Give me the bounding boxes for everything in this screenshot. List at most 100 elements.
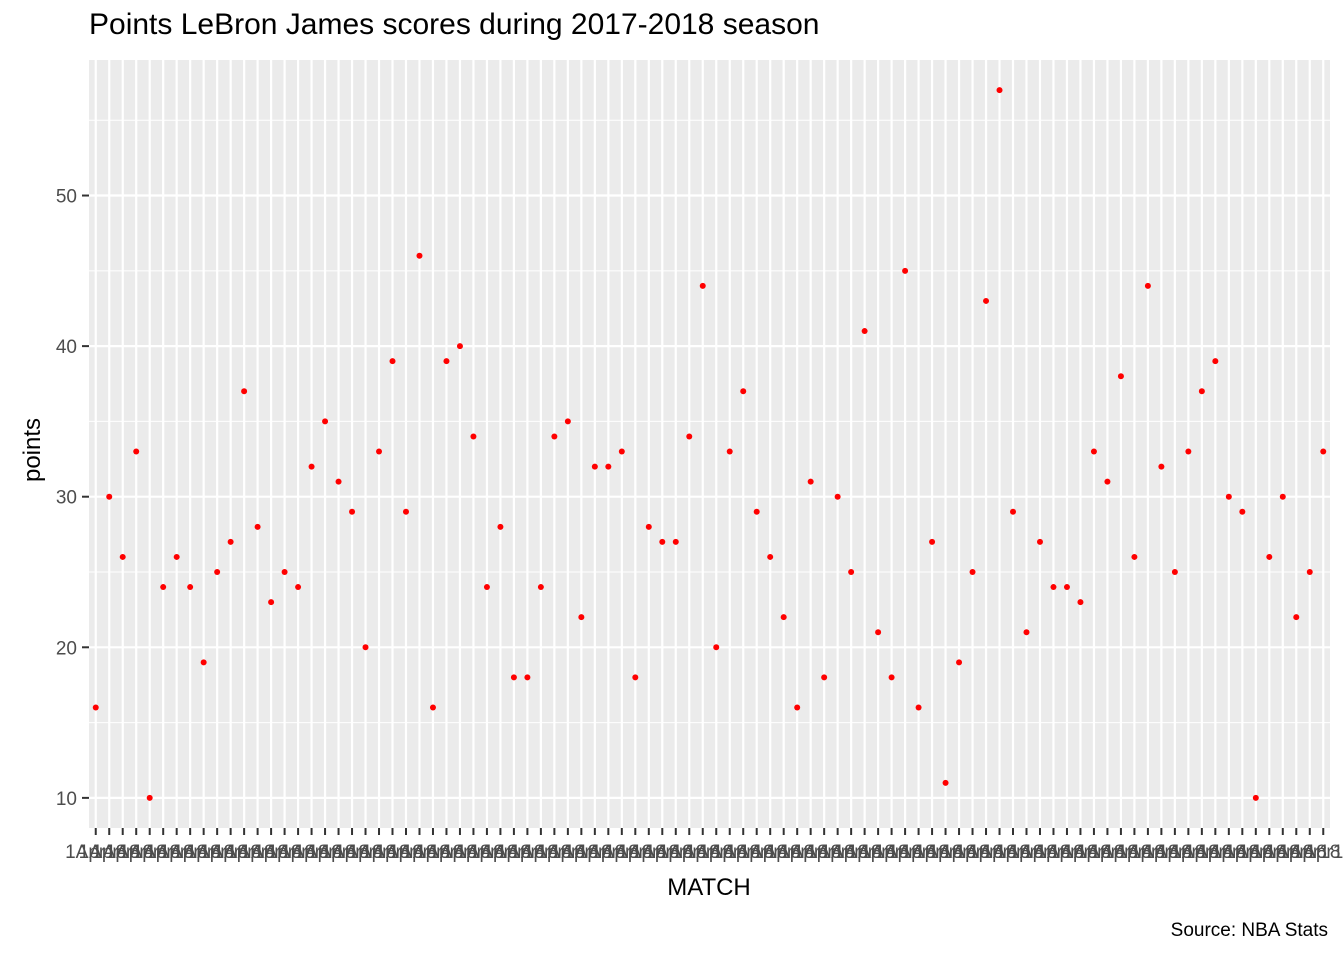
x-tick-label: 1Apr18 bbox=[119, 842, 180, 863]
data-point bbox=[686, 433, 693, 440]
chart-title: Points LeBron James scores during 2017-2… bbox=[89, 8, 820, 41]
plot-panel bbox=[89, 60, 1330, 828]
x-tick-label: 1Apr18 bbox=[160, 842, 221, 863]
data-point bbox=[241, 388, 248, 395]
x-tick-label: 1Apr18 bbox=[807, 842, 868, 863]
x-tick-label: 1Apr18 bbox=[92, 842, 153, 863]
x-tick-label: 1Apr18 bbox=[470, 842, 531, 863]
x-tick-label: 1Apr18 bbox=[1279, 842, 1340, 863]
x-tick-label: 1Apr18 bbox=[173, 842, 234, 863]
data-point bbox=[942, 779, 949, 786]
data-point bbox=[254, 523, 261, 530]
data-point bbox=[1050, 584, 1057, 591]
data-point bbox=[1266, 553, 1273, 560]
x-tick-label: 1Apr18 bbox=[1212, 842, 1273, 863]
data-point bbox=[456, 343, 463, 350]
data-point bbox=[295, 584, 302, 591]
y-tick-label: 30 bbox=[56, 488, 77, 509]
data-point bbox=[929, 538, 936, 545]
x-tick-label: 1Apr18 bbox=[79, 842, 140, 863]
x-tick-label: 1Apr18 bbox=[1239, 842, 1300, 863]
data-point bbox=[119, 553, 126, 560]
x-tick-label: 1Apr18 bbox=[820, 842, 881, 863]
x-tick-label: 1Apr18 bbox=[996, 842, 1057, 863]
x-tick-label: 1Apr18 bbox=[645, 842, 706, 863]
x-tick-label: 1Apr18 bbox=[200, 842, 261, 863]
x-tick-label: 1Apr18 bbox=[1036, 842, 1097, 863]
x-tick-label: 1Apr18 bbox=[240, 842, 301, 863]
data-point bbox=[780, 614, 787, 621]
x-tick-label: 1Apr18 bbox=[834, 842, 895, 863]
x-tick-label: 1Apr18 bbox=[955, 842, 1016, 863]
data-point bbox=[699, 282, 706, 289]
x-tick-label: 1Apr18 bbox=[1225, 842, 1286, 863]
x-tick-label: 1Apr18 bbox=[281, 842, 342, 863]
data-point bbox=[1036, 538, 1043, 545]
data-point bbox=[187, 584, 194, 591]
x-tick-label: 1Apr18 bbox=[1185, 842, 1246, 863]
x-axis: 1Apr181Apr181Apr181Apr181Apr181Apr181Apr… bbox=[65, 828, 1344, 863]
x-tick-label: 1Apr18 bbox=[1104, 842, 1165, 863]
x-tick-label: 1Apr18 bbox=[483, 842, 544, 863]
data-point bbox=[322, 418, 329, 425]
data-point bbox=[605, 463, 612, 470]
x-tick-label: 1Apr18 bbox=[982, 842, 1043, 863]
x-tick-label: 1Apr18 bbox=[1090, 842, 1151, 863]
data-point bbox=[1171, 569, 1178, 575]
data-point bbox=[915, 704, 922, 711]
x-tick-label: 1Apr18 bbox=[267, 842, 328, 863]
data-point bbox=[281, 569, 288, 575]
x-tick-label: 1Apr18 bbox=[726, 842, 787, 863]
x-tick-label: 1Apr18 bbox=[780, 842, 841, 863]
data-point bbox=[1131, 553, 1138, 560]
data-point bbox=[848, 569, 855, 575]
x-tick-label: 1Apr18 bbox=[915, 842, 976, 863]
data-point bbox=[1293, 614, 1300, 621]
x-tick-label: 1Apr18 bbox=[888, 842, 949, 863]
x-tick-label: 1Apr18 bbox=[497, 842, 558, 863]
data-point bbox=[740, 388, 747, 395]
data-point bbox=[1104, 478, 1111, 485]
x-tick-label: 1Apr18 bbox=[1158, 842, 1219, 863]
data-point bbox=[524, 674, 531, 681]
x-tick-label: 1Apr18 bbox=[510, 842, 571, 863]
x-tick-label: 1Apr18 bbox=[146, 842, 207, 863]
data-point bbox=[497, 523, 504, 530]
data-point bbox=[767, 553, 774, 560]
data-point bbox=[335, 478, 342, 485]
grid-minor bbox=[89, 119, 1330, 724]
data-point bbox=[983, 297, 990, 304]
x-tick-label: 1Apr18 bbox=[901, 842, 962, 863]
x-tick-label: 1Apr18 bbox=[740, 842, 801, 863]
data-point bbox=[429, 704, 436, 711]
x-tick-label: 1Apr18 bbox=[861, 842, 922, 863]
data-point bbox=[834, 493, 841, 500]
data-point bbox=[1063, 584, 1070, 591]
data-point bbox=[1306, 569, 1313, 575]
x-tick-label: 1Apr18 bbox=[794, 842, 855, 863]
x-tick-label: 1Apr18 bbox=[564, 842, 625, 863]
x-tick-label: 1Apr18 bbox=[551, 842, 612, 863]
x-tick-label: 1Apr18 bbox=[686, 842, 747, 863]
data-point bbox=[794, 704, 801, 711]
y-tick-label: 40 bbox=[56, 337, 77, 358]
data-point bbox=[227, 538, 234, 545]
x-tick-label: 1Apr18 bbox=[659, 842, 720, 863]
x-tick-label: 1Apr18 bbox=[713, 842, 774, 863]
data-point bbox=[200, 659, 207, 666]
data-point bbox=[726, 448, 733, 455]
data-point bbox=[362, 644, 369, 651]
data-point bbox=[1117, 373, 1124, 380]
data-point bbox=[1279, 493, 1286, 500]
data-point bbox=[996, 87, 1003, 94]
data-point bbox=[807, 478, 814, 485]
x-tick-label: 1Apr18 bbox=[578, 842, 639, 863]
data-point bbox=[1158, 463, 1165, 470]
x-tick-label: 1Apr18 bbox=[294, 842, 355, 863]
data-point bbox=[1198, 388, 1205, 395]
data-point bbox=[753, 508, 760, 515]
x-tick-label: 1Apr18 bbox=[1077, 842, 1138, 863]
data-point bbox=[659, 538, 666, 545]
data-point bbox=[645, 523, 652, 530]
data-point bbox=[1090, 448, 1097, 455]
